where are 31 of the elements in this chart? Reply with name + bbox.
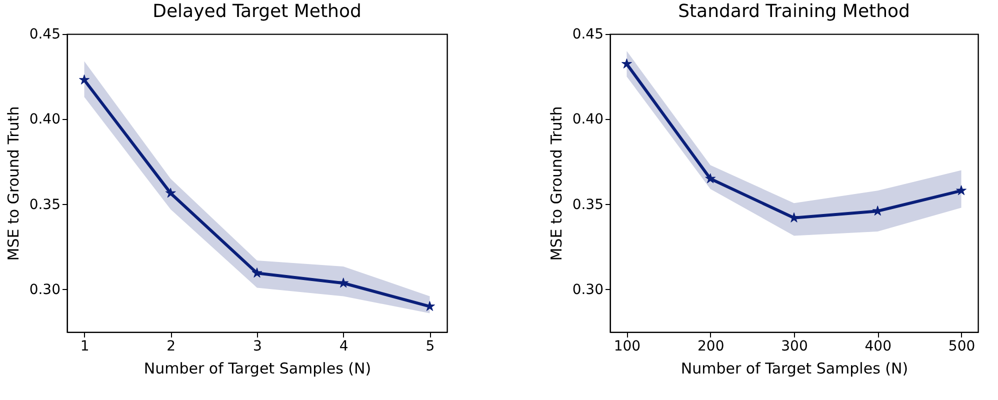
x-tick-label: 400 xyxy=(864,338,892,354)
x-tick-label: 5 xyxy=(426,338,435,354)
x-tick-label: 200 xyxy=(697,338,724,354)
y-tick-label: 0.30 xyxy=(29,282,60,298)
x-tick-label: 4 xyxy=(339,338,348,354)
y-axis-title: MSE to Ground Truth xyxy=(547,106,566,261)
x-tick-label: 500 xyxy=(948,338,976,354)
x-tick-label: 1 xyxy=(80,338,90,354)
point xyxy=(956,185,967,196)
point xyxy=(252,268,262,278)
chart-title: Standard Training Method xyxy=(678,1,910,22)
y-tick-label: 0.35 xyxy=(572,196,604,213)
x-axis-title: Number of Target Samples (N) xyxy=(680,360,908,378)
x-tick-label: 3 xyxy=(253,338,262,354)
point xyxy=(621,58,632,68)
y-tick-label: 0.40 xyxy=(29,112,60,128)
chart-title: Delayed Target Method xyxy=(152,1,362,22)
x-tick-label: 2 xyxy=(166,338,176,354)
y-axis-title: MSE to Ground Truth xyxy=(4,106,22,261)
point xyxy=(705,173,716,184)
y-tick-label: 0.45 xyxy=(29,26,60,42)
y-tick-label: 0.30 xyxy=(572,282,604,298)
x-tick-label: 300 xyxy=(781,338,808,354)
y-tick-label: 0.45 xyxy=(572,26,604,42)
point xyxy=(79,74,90,84)
point xyxy=(338,278,349,288)
x-axis-title: Number of Target Samples (N) xyxy=(144,360,372,378)
point xyxy=(165,188,176,198)
y-tick-label: 0.40 xyxy=(572,112,604,128)
x-tick-label: 100 xyxy=(614,338,641,354)
y-tick-label: 0.35 xyxy=(29,196,60,213)
